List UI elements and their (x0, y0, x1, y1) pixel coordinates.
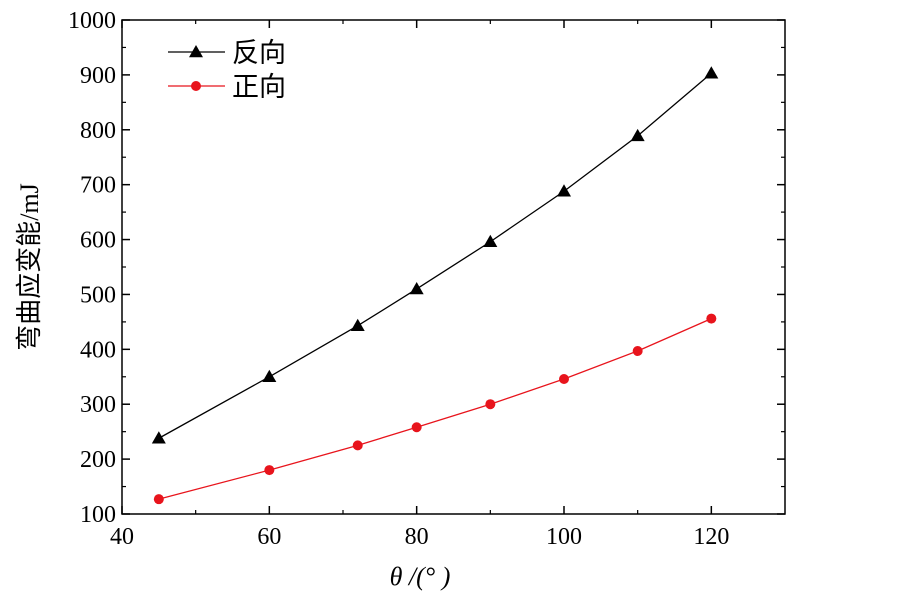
data-point (262, 369, 277, 383)
y-tick-label: 800 (80, 118, 116, 144)
y-tick-label: 100 (80, 502, 116, 528)
legend-marker (191, 81, 201, 91)
y-tick-label: 400 (80, 337, 116, 363)
data-point (264, 465, 275, 476)
tick-labels: 40 60 80 100 120 100 200 300 400 500 600 700 800 900 1… (68, 8, 729, 550)
x-tick-label: 80 (405, 524, 429, 550)
series-forward (153, 313, 717, 505)
data-point (632, 345, 643, 356)
data-point (706, 313, 717, 324)
legend-label: 反向 (232, 38, 286, 68)
y-tick-label: 900 (80, 63, 116, 89)
legend-marker (189, 45, 203, 58)
data-point (151, 431, 166, 444)
data-point (352, 440, 363, 451)
x-tick-label: 100 (546, 524, 582, 550)
data-point (409, 281, 424, 295)
x-axis-title: θ /(° ) (390, 562, 451, 591)
legend-item-reverse: 反向 (168, 38, 286, 68)
data-point (483, 234, 498, 248)
y-tick-label: 600 (80, 228, 116, 254)
y-axis-title: 弯曲应变能/mJ (15, 183, 44, 351)
data-point (630, 128, 645, 142)
data-point (559, 373, 569, 384)
data-point (411, 422, 422, 433)
x-tick-label: 40 (110, 524, 134, 550)
data-point (485, 399, 496, 410)
data-point (350, 318, 365, 331)
x-tick-label: 60 (257, 524, 281, 550)
series-line (158, 72, 712, 439)
data-point (704, 66, 719, 79)
legend-label: 正向 (232, 72, 286, 102)
data-point (153, 494, 164, 505)
plot-frame (121, 19, 786, 515)
y-tick-label: 200 (80, 447, 116, 473)
legend-item-forward: 正向 (168, 72, 286, 102)
y-tick-label: 300 (80, 392, 116, 418)
y-tick-label: 1000 (68, 8, 116, 34)
ticks (121, 19, 785, 515)
data-point (557, 184, 571, 197)
series-layer (151, 66, 719, 505)
series-line (158, 318, 712, 500)
series-reverse (151, 66, 719, 444)
x-tick-label: 120 (693, 524, 729, 550)
y-tick-label: 700 (80, 173, 116, 199)
y-tick-label: 500 (80, 282, 116, 308)
